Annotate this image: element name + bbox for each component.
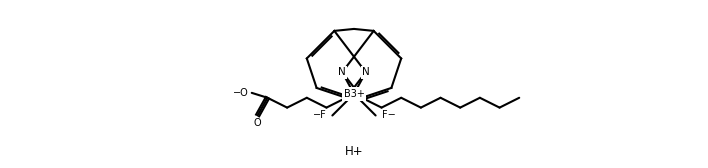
Text: F−: F− <box>382 111 395 120</box>
Text: B3+: B3+ <box>343 89 365 99</box>
Text: N: N <box>362 67 370 77</box>
Text: N: N <box>338 67 346 77</box>
Text: −O: −O <box>233 88 249 98</box>
Text: H+: H+ <box>345 145 363 158</box>
Text: −F: −F <box>313 111 326 120</box>
Text: O: O <box>253 118 261 128</box>
